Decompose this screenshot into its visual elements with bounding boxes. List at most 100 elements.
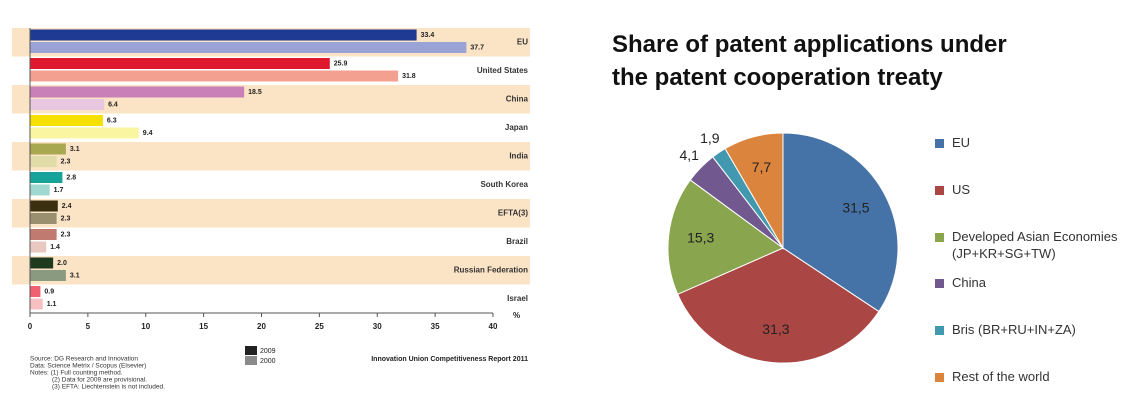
legend-swatch	[935, 186, 944, 195]
value-label: 4,1	[679, 147, 699, 163]
row-band	[12, 170, 530, 199]
bar	[30, 172, 63, 183]
category-label: Israel	[507, 294, 528, 303]
value-label: 2.3	[61, 158, 71, 165]
category-label: EFTA(3)	[498, 208, 528, 217]
legend-label: Bris (BR+RU+IN+ZA)	[952, 322, 1076, 337]
pie-slice	[724, 132, 784, 250]
bar	[30, 200, 58, 212]
row-band	[12, 227, 530, 256]
value-label: 0.9	[44, 288, 54, 295]
legend-label: Developed Asian Economies (JP+KR+SG+TW)	[952, 229, 1118, 261]
value-label: 15,3	[687, 230, 714, 246]
legend-swatch	[935, 326, 944, 335]
x-tick-label: 30	[373, 322, 382, 331]
x-tick-label: 10	[141, 322, 150, 331]
legend-swatch	[935, 373, 944, 382]
bar	[30, 298, 43, 310]
value-label: 9.4	[143, 130, 153, 137]
value-label: 2.4	[62, 203, 72, 210]
value-label: 31.8	[402, 73, 416, 80]
note: Source: DG Research and Innovation	[30, 356, 138, 363]
row-band	[12, 142, 530, 171]
category-label: China	[506, 94, 529, 103]
x-tick-label: 20	[257, 322, 266, 331]
legend-label: Rest of the world	[952, 369, 1050, 384]
legend-label: 2009	[260, 348, 276, 355]
value-label: 2.0	[57, 260, 67, 267]
chart-title: Share of patent applications under the p…	[612, 31, 1007, 91]
bar	[30, 58, 330, 69]
bar	[30, 127, 139, 139]
bar	[30, 156, 57, 167]
row-band	[12, 256, 530, 285]
legend-swatch	[935, 139, 944, 148]
category-label: EU	[517, 37, 528, 46]
category-label: India	[509, 151, 528, 160]
bar	[30, 115, 103, 126]
legend-swatch	[245, 356, 257, 365]
value-label: 6.3	[107, 117, 117, 124]
value-label: 7,7	[752, 159, 772, 175]
x-tick-label: 15	[199, 322, 208, 331]
x-tick-label: 35	[431, 322, 440, 331]
note: (2) Data for 2009 are provisional.	[52, 377, 147, 384]
value-label: 2.3	[61, 231, 71, 238]
bar	[30, 99, 105, 110]
bar	[30, 143, 66, 155]
value-label: 1.7	[54, 187, 64, 194]
category-label: Brazil	[506, 237, 528, 246]
value-label: 6.4	[108, 101, 118, 108]
bar	[30, 70, 399, 82]
bar	[30, 184, 50, 196]
value-label: 2.3	[61, 215, 71, 222]
category-label: Japan	[505, 123, 528, 132]
value-label: 31,5	[842, 200, 869, 216]
value-label: 25.9	[334, 60, 348, 67]
bar	[30, 257, 54, 269]
note: (3) EFTA: Liechtenstein is not included.	[52, 384, 165, 391]
x-tick-label: 25	[315, 322, 324, 331]
value-label: 1,9	[700, 130, 720, 146]
bar	[30, 270, 66, 281]
value-label: 1.4	[50, 244, 60, 251]
category-label: United States	[477, 66, 529, 75]
bar	[30, 29, 417, 41]
bar	[30, 286, 41, 297]
value-label: 3.1	[70, 272, 80, 279]
value-label: 18.5	[248, 89, 262, 96]
bar	[30, 86, 245, 98]
legend-label: EU	[952, 135, 971, 150]
pie-slice	[667, 179, 784, 295]
legend-label: 2000	[260, 358, 276, 365]
legend-swatch	[935, 233, 944, 242]
bar	[30, 229, 57, 240]
pie-slice	[677, 247, 880, 364]
legend-swatch	[935, 279, 944, 288]
row-band	[12, 199, 530, 228]
category-label: South Korea	[480, 180, 528, 189]
x-axis-label: %	[513, 311, 520, 320]
value-label: 1.1	[47, 301, 57, 308]
x-tick-label: 5	[86, 322, 91, 331]
caption: Innovation Union Competitiveness Report …	[371, 356, 528, 363]
value-label: 33.4	[421, 32, 435, 39]
value-label: 3.1	[70, 146, 80, 153]
value-label: 2.8	[66, 174, 76, 181]
note: Notes: (1) Full counting method.	[30, 370, 123, 377]
category-label: Russian Federation	[454, 265, 528, 274]
legend-label: China	[952, 275, 986, 290]
legend-label: US	[952, 182, 971, 197]
value-label: 37.7	[470, 44, 484, 51]
x-tick-label: 40	[489, 322, 498, 331]
bar	[30, 213, 57, 224]
bar	[30, 241, 47, 253]
bar	[30, 42, 467, 53]
note: Data: Science Metrix / Scopus (Elsevier)	[30, 363, 146, 370]
value-label: 31,3	[762, 321, 789, 337]
x-tick-label: 0	[28, 322, 33, 331]
legend-swatch	[245, 346, 257, 355]
row-band	[12, 284, 530, 313]
